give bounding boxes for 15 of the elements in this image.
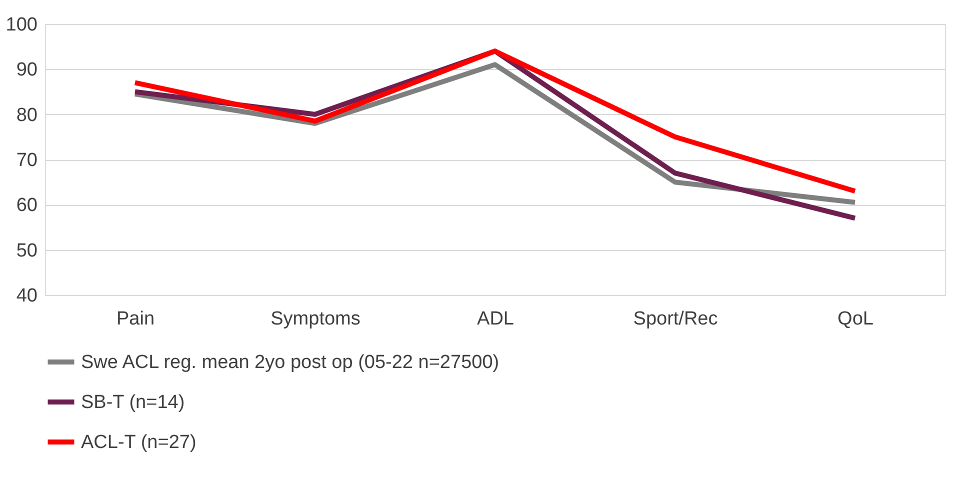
x-tick-label: Symptoms xyxy=(270,308,360,330)
x-tick-label: QoL xyxy=(838,308,874,330)
x-tick-label: Pain xyxy=(116,308,155,330)
y-tick-label: 50 xyxy=(16,240,38,262)
legend-label: ACL-T (n=27) xyxy=(81,432,196,453)
y-tick-label: 90 xyxy=(16,60,38,81)
legend-label: SB-T (n=14) xyxy=(81,392,185,413)
legend-label: Swe ACL reg. mean 2yo post op (05-22 n=27500) xyxy=(81,352,500,373)
y-tick-label: 40 xyxy=(16,286,38,306)
x-tick-label: Sport/Rec xyxy=(633,308,718,330)
y-tick-label: 80 xyxy=(16,104,38,126)
x-tick-label: ADL xyxy=(477,308,514,330)
y-tick-label: 60 xyxy=(16,195,38,216)
y-tick-label: 100 xyxy=(6,14,38,36)
y-tick-label: 70 xyxy=(16,150,38,171)
